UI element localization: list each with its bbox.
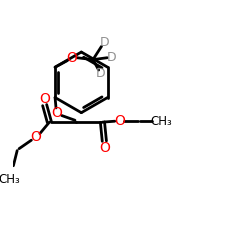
Text: D: D xyxy=(100,36,109,49)
Text: O: O xyxy=(39,92,50,106)
Text: CH₃: CH₃ xyxy=(150,115,172,128)
Text: O: O xyxy=(67,51,78,65)
Text: O: O xyxy=(31,130,42,144)
Text: O: O xyxy=(52,106,62,120)
Text: D: D xyxy=(96,67,105,80)
Text: O: O xyxy=(114,114,125,128)
Text: D: D xyxy=(107,51,117,64)
Text: CH₃: CH₃ xyxy=(0,172,20,186)
Text: O: O xyxy=(99,141,110,155)
